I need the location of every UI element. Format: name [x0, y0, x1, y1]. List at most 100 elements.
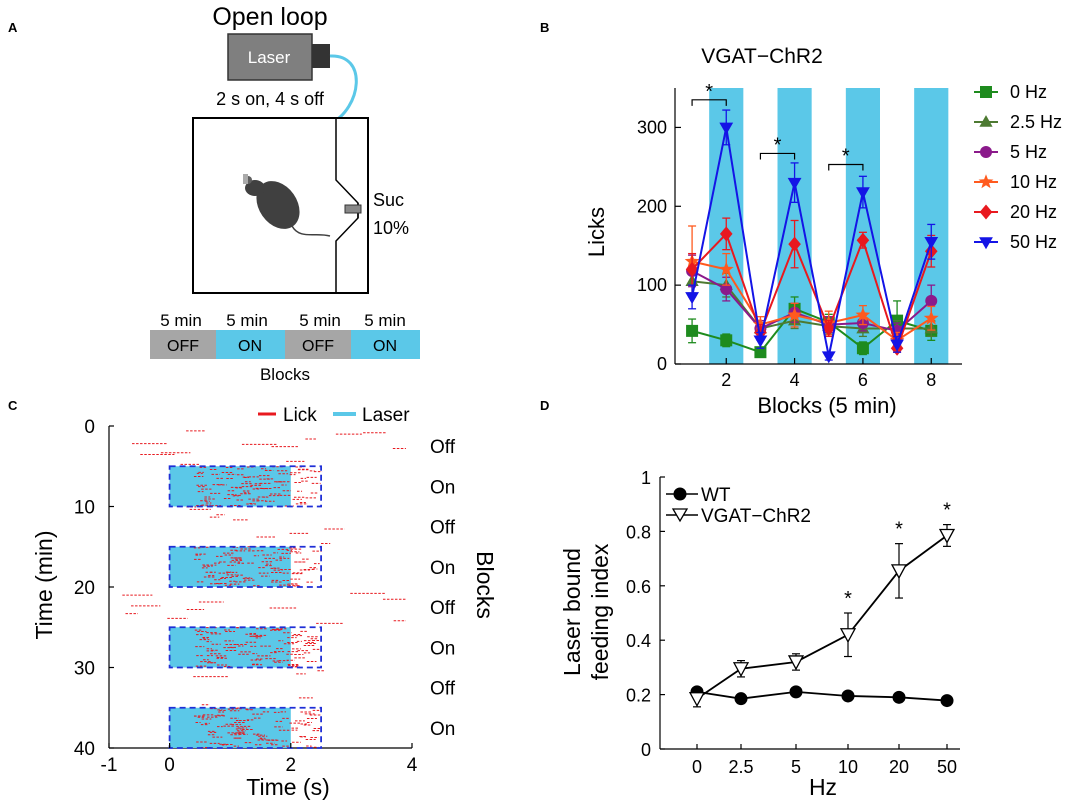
- data-point: [718, 261, 734, 276]
- data-point: [685, 292, 699, 305]
- x-tick-label: 4: [407, 755, 418, 776]
- block-2-on: [216, 330, 285, 359]
- legend-laser-label: Laser: [362, 405, 410, 426]
- x-ticks: 2 4 6 8: [721, 358, 936, 390]
- x-tick-label: 6: [858, 370, 868, 390]
- y-tick-label: 10: [74, 498, 95, 519]
- data-point: [685, 261, 699, 277]
- series-vgat-chr2: [688, 523, 956, 708]
- significance-star: *: [844, 588, 852, 610]
- y-tick-label: 0: [657, 354, 667, 374]
- x-tick-label: 2: [286, 755, 297, 776]
- legend-marker: [980, 86, 992, 98]
- data-point: [753, 316, 768, 331]
- data-point: [787, 307, 802, 322]
- laser-on-region-2: [169, 546, 291, 587]
- significance-star: *: [774, 134, 782, 156]
- x-tick-label: 2: [721, 370, 731, 390]
- legend-marker: [980, 146, 992, 158]
- y-axis-label-d-line1: Laser bound: [559, 548, 585, 676]
- series-group-d: [688, 523, 956, 708]
- blocks-axis-label: Blocks: [260, 365, 310, 384]
- y-axis-label: Licks: [584, 207, 609, 257]
- dashed-window-4: [168, 706, 323, 749]
- y-tick-label: 1: [641, 468, 651, 488]
- block-2-duration: 5 min: [226, 311, 268, 330]
- legend-d: WT VGAT−ChR2: [666, 485, 811, 527]
- x-tick-label: 2.5: [728, 757, 753, 777]
- data-point: [938, 528, 956, 544]
- y-axis-label-d-line2: feeding index: [587, 543, 613, 680]
- data-point: [720, 334, 733, 347]
- block-label-3: Off: [430, 518, 456, 539]
- data-point: [839, 628, 857, 644]
- data-point: [924, 236, 939, 249]
- y-ticks-c: 0 10 20 30 40: [74, 417, 114, 760]
- block-labels: Off On Off On Off On Off On: [430, 437, 456, 740]
- block-4-duration: 5 min: [364, 311, 406, 330]
- x-axis-label-d: Hz: [809, 774, 837, 800]
- block-3-state: OFF: [302, 338, 334, 355]
- data-point: [892, 690, 906, 704]
- panel-d-index-chart: * * * 0 0.2 0.4 0.6 0.8 1 0 2.5 5 10 20 50 Laser bou…: [559, 468, 960, 800]
- laser-regions: [169, 466, 291, 748]
- x-tick-label: 50: [937, 757, 957, 777]
- block-4-on: [351, 330, 420, 359]
- y-tick-label: 0.2: [626, 686, 651, 706]
- data-point: [890, 339, 904, 352]
- block-label-1: Off: [430, 437, 456, 458]
- series-line: [696, 534, 948, 700]
- data-point: [719, 226, 733, 242]
- series-50-hz: [685, 109, 939, 364]
- y-tick-label: 0.4: [626, 631, 651, 651]
- significance-stars-d: * * *: [844, 500, 951, 610]
- data-point: [719, 122, 734, 135]
- data-point: [787, 655, 805, 671]
- x-axis-label: Blocks (5 min): [757, 393, 896, 418]
- significance-star: *: [895, 519, 903, 541]
- block-4-state: ON: [373, 338, 397, 355]
- y-tick-label: 30: [74, 659, 95, 680]
- data-point: [856, 187, 870, 200]
- block-1-off: [150, 330, 216, 359]
- y-ticks: 0 100 200 300: [637, 117, 681, 374]
- block-label-2: On: [430, 477, 455, 498]
- data-point: [856, 342, 869, 355]
- block-3-duration: 5 min: [299, 311, 341, 330]
- data-point: [822, 321, 836, 337]
- y-axis-label-c: Time (min): [31, 530, 57, 639]
- sucrose-spout: [344, 204, 362, 214]
- data-point: [789, 685, 803, 699]
- y-tick-label: 40: [74, 739, 95, 760]
- laser-box: [227, 33, 313, 81]
- legend-chr2-marker: [671, 508, 689, 523]
- significance-star: *: [705, 81, 713, 103]
- significance-bracket: [691, 99, 727, 106]
- legend-chr2-label: VGAT−ChR2: [701, 506, 811, 527]
- x-tick-label: 4: [790, 370, 800, 390]
- legend-label: 10 Hz: [1010, 172, 1057, 192]
- x-tick-label: 0: [692, 757, 702, 777]
- y-tick-label: 100: [637, 275, 667, 295]
- data-point: [734, 692, 748, 706]
- legend-wt-marker: [673, 487, 687, 501]
- panel-label-b: B: [540, 20, 549, 35]
- x-ticks-d: 0 2.5 5 10 20 50: [692, 744, 957, 777]
- sucrose-pct: 10%: [373, 218, 409, 238]
- panel-label-c: C: [8, 398, 18, 413]
- mouse-body: [256, 181, 300, 229]
- legend-label: 20 Hz: [1010, 202, 1057, 222]
- legend-label: 5 Hz: [1010, 142, 1047, 162]
- data-point: [787, 177, 802, 190]
- series-line: [691, 260, 932, 342]
- series-line: [691, 232, 933, 352]
- legend-label: 2.5 Hz: [1010, 112, 1062, 132]
- dashed-window-2: [168, 545, 323, 588]
- mouse-implant: [243, 174, 248, 184]
- data-point: [753, 335, 768, 348]
- significance-bracket: [759, 152, 796, 160]
- significance-bracket: [828, 163, 864, 171]
- x-tick-label: -1: [101, 755, 118, 776]
- block-2-state: ON: [238, 338, 262, 355]
